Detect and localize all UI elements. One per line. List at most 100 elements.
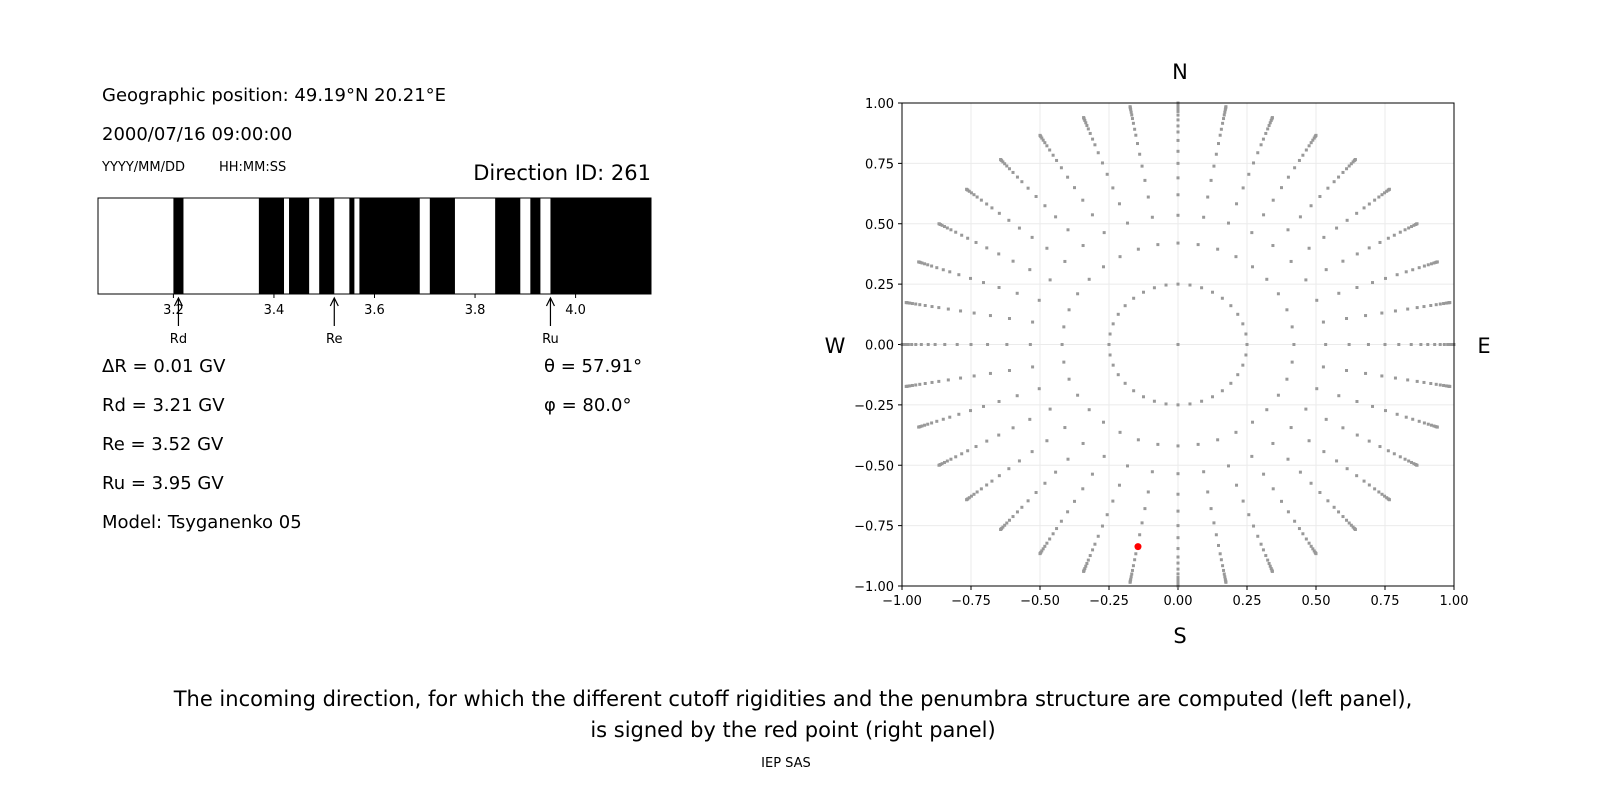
grid-point (1084, 564, 1088, 568)
grid-point (1200, 286, 1204, 290)
grid-point (1332, 180, 1336, 184)
grid-point (1034, 490, 1038, 494)
grid-point (1309, 481, 1313, 485)
grid-point (1341, 170, 1345, 174)
grid-point (966, 236, 970, 240)
grid-point (997, 433, 1001, 437)
grid-point (1433, 343, 1437, 346)
grid-point (1086, 558, 1090, 562)
grid-point (1136, 247, 1140, 251)
grid-point (1031, 320, 1035, 324)
forbidden-band (530, 198, 541, 294)
grid-point (1415, 379, 1419, 383)
grid-point (1086, 127, 1090, 131)
grid-point (1324, 343, 1328, 346)
grid-point (1116, 373, 1120, 377)
grid-point (1085, 124, 1089, 128)
grid-point (1393, 309, 1397, 313)
grid-point (1136, 438, 1140, 442)
grid-point (1252, 161, 1256, 165)
grid-point (1117, 483, 1121, 487)
grid-point (1383, 191, 1387, 195)
geo-position: Geographic position: 49.19°N 20.21°E (102, 85, 447, 106)
grid-point (1434, 303, 1438, 307)
grid-point (1176, 524, 1180, 528)
grid-point (1125, 464, 1129, 468)
grid-point (1209, 178, 1213, 182)
grid-point (1314, 552, 1318, 556)
grid-point (1235, 483, 1239, 487)
y-tick-label: 0.50 (865, 218, 894, 233)
grid-point (1362, 206, 1366, 210)
grid-point (1298, 470, 1302, 474)
grid-point (1364, 314, 1368, 318)
grid-point (1131, 121, 1135, 125)
grid-point (1043, 544, 1047, 548)
grid-point (1130, 572, 1134, 576)
grid-point (955, 343, 959, 346)
grid-point (946, 378, 950, 382)
grid-point (1176, 104, 1180, 108)
grid-point (1063, 259, 1067, 263)
grid-point (1442, 343, 1446, 346)
grid-point (1066, 510, 1070, 514)
grid-point (1026, 186, 1030, 190)
forbidden-band (429, 198, 455, 294)
grid-point (1417, 419, 1421, 423)
grid-point (1349, 162, 1353, 166)
grid-point (1397, 343, 1401, 346)
grid-point (1410, 225, 1414, 229)
grid-point (1297, 527, 1301, 531)
grid-point (1026, 499, 1030, 503)
grid-point (1448, 301, 1452, 305)
grid-point (1335, 459, 1339, 463)
grid-point (1176, 561, 1180, 565)
grid-point (1048, 407, 1052, 411)
y-tick-label: −0.25 (854, 399, 894, 414)
grid-point (926, 263, 930, 267)
grid-point (1395, 412, 1399, 416)
arrow-head-icon (173, 296, 183, 307)
grid-point (1271, 441, 1275, 445)
date-format-label: YYYY/MM/DD (102, 160, 185, 175)
grid-point (1341, 426, 1345, 430)
grid-point (1176, 193, 1180, 197)
grid-point (997, 474, 1001, 478)
grid-point (1315, 387, 1319, 391)
grid-point (941, 417, 945, 421)
grid-point (1188, 283, 1192, 287)
grid-point (1362, 479, 1366, 483)
grid-point (1345, 218, 1349, 222)
grid-point (1301, 532, 1305, 536)
grid-point (1015, 291, 1019, 295)
grid-point (1051, 153, 1055, 157)
grid-point (1251, 420, 1255, 424)
grid-point (1285, 308, 1289, 312)
marker-label: Ru (542, 332, 559, 347)
forbidden-band (289, 198, 310, 294)
grid-point (1045, 144, 1049, 148)
grid-point (1286, 457, 1290, 461)
grid-point (1297, 158, 1301, 162)
grid-point (1041, 138, 1045, 142)
grid-point (1082, 569, 1086, 573)
grid-point (1403, 457, 1407, 461)
grid-point (1211, 290, 1214, 294)
grid-point (1034, 195, 1038, 199)
grid-point (969, 409, 973, 413)
grid-point (1224, 580, 1228, 584)
grid-point (1438, 383, 1442, 387)
grid-point (935, 266, 939, 270)
grid-point (1321, 320, 1325, 324)
grid-point (1264, 554, 1268, 558)
grid-point (1048, 278, 1052, 282)
grid-point (1241, 363, 1245, 367)
grid-point (1108, 332, 1112, 336)
grid-point (1341, 515, 1345, 519)
grid-point (1223, 577, 1227, 581)
grid-point (1176, 213, 1180, 217)
grid-point (1143, 507, 1147, 511)
grid-point (1150, 215, 1154, 219)
grid-point (1276, 292, 1280, 296)
